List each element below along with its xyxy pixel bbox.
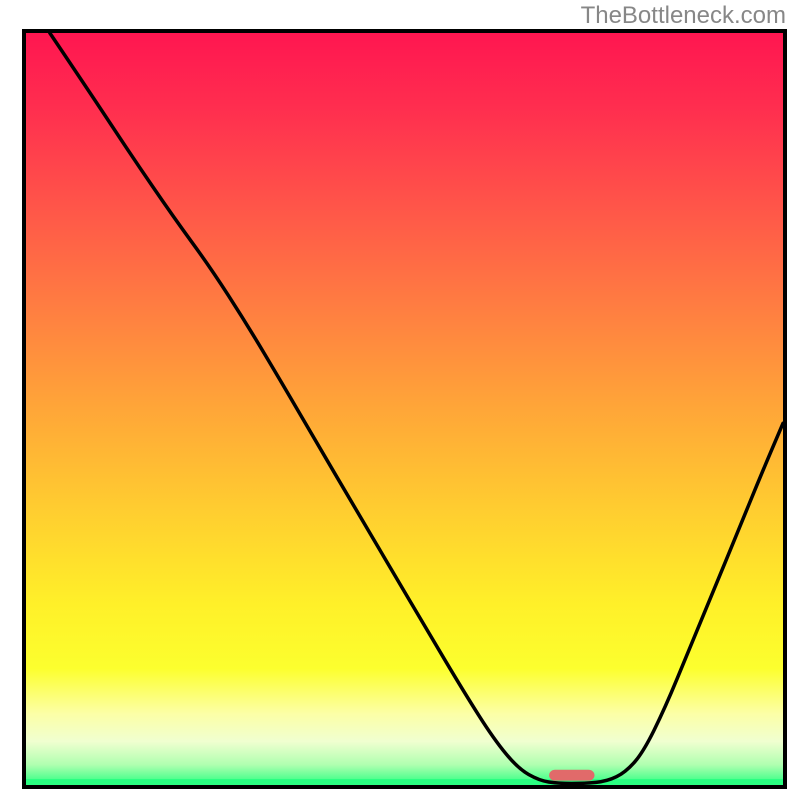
bottleneck-curve-svg [26,33,783,785]
bottleneck-marker [549,770,594,781]
plot-area [26,33,783,785]
watermark-text: TheBottleneck.com [581,2,786,30]
bottleneck-curve [50,33,783,784]
